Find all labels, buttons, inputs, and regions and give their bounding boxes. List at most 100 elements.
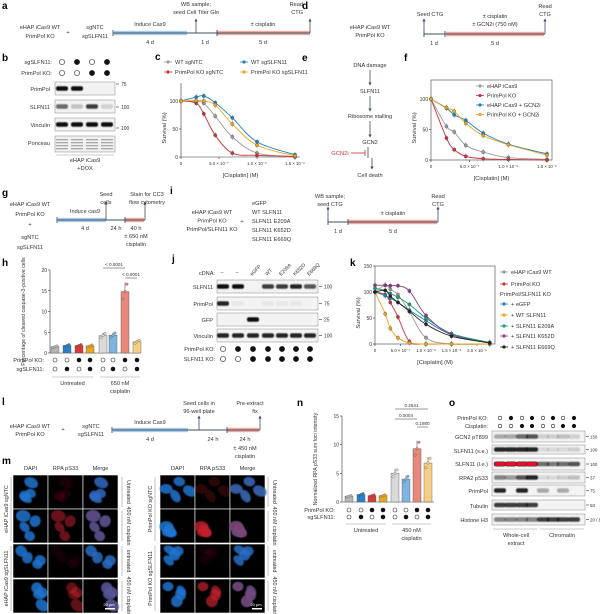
legend-label: PrimPol KO [487,94,517,100]
blot-band [232,301,244,306]
replicate-point [135,340,139,344]
replicate-point [121,297,125,301]
group-label: 650 nM [111,381,130,387]
footer-label: +DOX [77,166,93,172]
mw-marker: 150 [590,435,598,440]
mw-marker: 100 [590,448,598,453]
lane-label: E669Q [306,262,321,277]
panel-label: m [2,456,11,467]
blot-band [101,139,113,141]
step-label: cisplatin [126,242,146,248]
open-dot [497,423,503,429]
open-dot [403,507,409,513]
blot-band [568,475,580,480]
data-point [383,283,388,288]
duration: 5 d [389,229,397,235]
row-label: Untreated [271,480,277,504]
rpa-signal [232,581,244,592]
cdna-label: cDNA: [199,271,216,277]
row-label: sgSLFN11: [307,515,335,521]
series-line [374,284,490,344]
blot-band [526,517,538,522]
open-dot [110,357,116,363]
blot-band [537,447,549,452]
y-tick-label: 15 [333,414,339,420]
footer-label: eHAP iCas9 [70,158,100,164]
nucleus [24,477,39,489]
blot-band [537,475,549,480]
legend-label: eHAP iCas9 + GCN2i [487,103,541,109]
x-tick-label: 1.5 × 10⁻⁶ [285,161,305,166]
data-point [407,289,412,293]
cell-line: + [28,222,31,228]
mw-marker: 50 [590,503,595,508]
duration: 24 h [111,226,122,232]
blot-band [504,461,518,467]
open-dot [76,366,82,372]
blot-band [276,284,288,289]
legend-marker-icon [502,345,506,349]
panel-label: n [297,398,303,409]
timepoint-label: 96-well plate [183,409,214,415]
data-point [424,313,428,318]
duration: 4 d [146,437,154,443]
filled-dot [358,514,364,520]
open-dot [550,423,556,429]
blot-band [493,461,507,467]
group-label: PrimPol KO sgSLFN11 [148,551,154,606]
open-dot [122,366,128,372]
p-value: 0.1980 [415,421,429,426]
replicate-point [125,282,129,286]
blot-label: SLFN11 [193,285,213,291]
replicate-point [101,334,105,338]
nucleus [170,489,181,503]
duration: 24 h [208,437,219,443]
blot-band [505,447,517,452]
blot-band [101,142,113,144]
legend-label: WT sgNTC [175,60,203,66]
timepoint-label: CTG [539,12,551,18]
blot-band [86,145,98,147]
filled-dot [403,514,409,520]
blot-band [217,333,229,338]
guide: sgSLFN11 [82,34,108,40]
step-label: ± GCN2i (750 nM) [472,22,517,28]
row-label: PrimPol KO: [13,358,44,364]
blot-band [304,333,316,338]
filled-dot [74,59,80,65]
nucleus [163,545,177,555]
group-label: Untreated [354,528,379,534]
group-label: Whole-cell [503,533,529,539]
row-label: PrimPol KO: [21,71,52,77]
step-label: Induce cas9 [70,209,100,215]
x-tick-label: 1.0 × 10⁻⁶ [416,348,436,353]
data-point [407,341,412,345]
lane-label: K652D [292,262,307,277]
blot-band [537,434,549,439]
cdna-construct: eGFP [252,201,267,207]
blot-label: GCN2 pT899 [455,435,488,441]
row-label: Untreated [125,480,131,504]
blot-band [505,434,517,439]
series-line [180,100,296,157]
mw-marker: 100 [121,105,130,111]
legend-label: PrimPol KO sgNTC [175,70,223,76]
rpa-signal [101,582,113,594]
guide: sgSLFN11 [78,432,104,438]
panel-label: c [155,52,161,63]
nucleus [24,530,35,542]
blot-band [232,333,244,338]
data-point [424,322,428,327]
open-dot [358,507,364,513]
x-tick-label: 5.0 × 10⁻⁷ [391,348,411,353]
blot-band [557,475,569,480]
data-point [463,143,468,148]
open-dot [52,366,58,372]
blot-band [56,86,68,91]
row-label: SLFN11 KO: [184,357,216,363]
data-point [383,288,388,293]
legend-label: eHAP iCas9 [487,84,517,90]
filled-dot [550,415,556,421]
data-point [449,342,454,346]
data-point [452,147,457,152]
